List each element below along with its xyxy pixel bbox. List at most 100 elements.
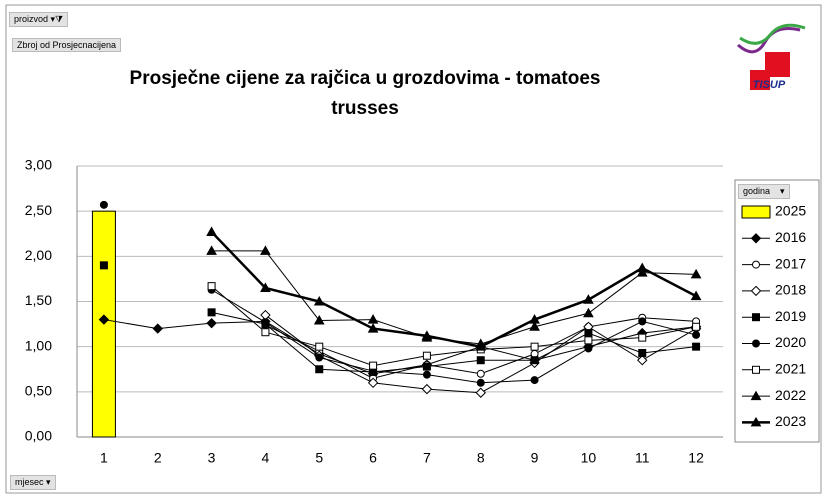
point [637, 355, 648, 366]
point [313, 295, 325, 306]
y-tick-label: 1,50 [25, 292, 52, 308]
point [260, 245, 271, 255]
point [207, 282, 216, 291]
point [99, 200, 108, 209]
x-tick-label: 12 [688, 450, 704, 466]
legend-marker [750, 416, 762, 427]
point [313, 314, 325, 325]
x-tick-label: 1 [100, 450, 108, 466]
legend-label: 2025 [775, 203, 806, 219]
point [367, 314, 379, 324]
legend-label: 2023 [775, 413, 806, 429]
series-line [211, 311, 697, 373]
x-tick-label: 2 [154, 450, 162, 466]
legend-label: 2019 [775, 308, 806, 324]
point [636, 267, 648, 277]
point [690, 290, 702, 301]
point [206, 245, 217, 255]
point [422, 351, 431, 360]
point [315, 365, 324, 374]
y-tick-label: 3,00 [25, 157, 52, 173]
point [422, 370, 431, 379]
legend-field-label: godina [743, 186, 771, 196]
point [367, 323, 379, 333]
point [476, 369, 485, 378]
chart-border [5, 4, 822, 494]
point [99, 261, 108, 270]
x-tick-label: 5 [315, 450, 323, 466]
logo: TISUP [737, 23, 806, 91]
legend-label: 2017 [775, 255, 806, 271]
legend-label: 2016 [775, 229, 806, 245]
legend-marker [750, 233, 762, 244]
point [206, 317, 217, 329]
point [529, 314, 540, 324]
x-tick-label: 8 [477, 450, 485, 466]
page-filter[interactable]: proizvod ▾⧩ [9, 12, 69, 27]
legend-field[interactable]: godina ▾ [738, 184, 790, 199]
x-tick-label: 6 [369, 450, 377, 466]
legend-box [734, 179, 820, 443]
point [638, 317, 647, 326]
point [476, 378, 485, 387]
axis-field[interactable]: mjesec ▾ [10, 475, 56, 490]
point [315, 342, 324, 351]
y-tick-label: 1,00 [25, 337, 52, 353]
x-tick-label: 9 [531, 450, 539, 466]
logo-text: TISUP [753, 79, 786, 91]
x-tick-label: 7 [423, 450, 431, 466]
point [530, 376, 539, 385]
point [421, 330, 433, 340]
point [638, 333, 647, 342]
legend-marker [752, 365, 760, 374]
y-tick-label: 2,00 [25, 247, 52, 263]
legend-marker [750, 285, 762, 297]
y-tick-label: 2,50 [25, 202, 52, 218]
chart-title: Prosječne cijene za rajčica u grozdovima… [129, 68, 601, 119]
legend-label: 2021 [775, 361, 806, 377]
y-tick-label: 0,50 [25, 383, 52, 399]
point [584, 344, 593, 353]
point [584, 336, 593, 345]
page-filter-label: proizvod [14, 14, 49, 24]
point [530, 356, 539, 365]
y-tick-label: 0,00 [25, 428, 52, 444]
legend-marker [752, 339, 760, 348]
legend-marker [750, 390, 762, 401]
legend-marker [752, 260, 760, 269]
point [206, 226, 217, 236]
point [207, 308, 216, 317]
point [583, 307, 594, 318]
point [475, 341, 487, 351]
point [422, 362, 431, 371]
point [692, 322, 701, 331]
value-field[interactable]: Zbroj od Prosjecnacijena [12, 38, 122, 52]
point [530, 342, 539, 351]
point [583, 294, 594, 304]
legend-swatch [741, 205, 771, 219]
point [369, 361, 378, 370]
point [476, 356, 485, 365]
x-tick-label: 11 [635, 450, 650, 466]
point [475, 387, 486, 398]
point [152, 323, 163, 334]
point [367, 377, 379, 389]
point [315, 353, 324, 362]
legend-label: 2020 [775, 334, 806, 350]
point [529, 321, 540, 331]
point [584, 329, 593, 338]
point [690, 268, 702, 279]
legend-marker [752, 313, 760, 322]
point [261, 328, 270, 337]
point [261, 318, 270, 327]
point [692, 342, 701, 351]
point [421, 383, 433, 395]
point [260, 282, 271, 292]
point [636, 262, 648, 273]
legend-label: 2022 [775, 387, 806, 403]
point [98, 314, 110, 325]
legend-label: 2018 [775, 282, 806, 298]
axis-field-label: mjesec [15, 477, 44, 487]
